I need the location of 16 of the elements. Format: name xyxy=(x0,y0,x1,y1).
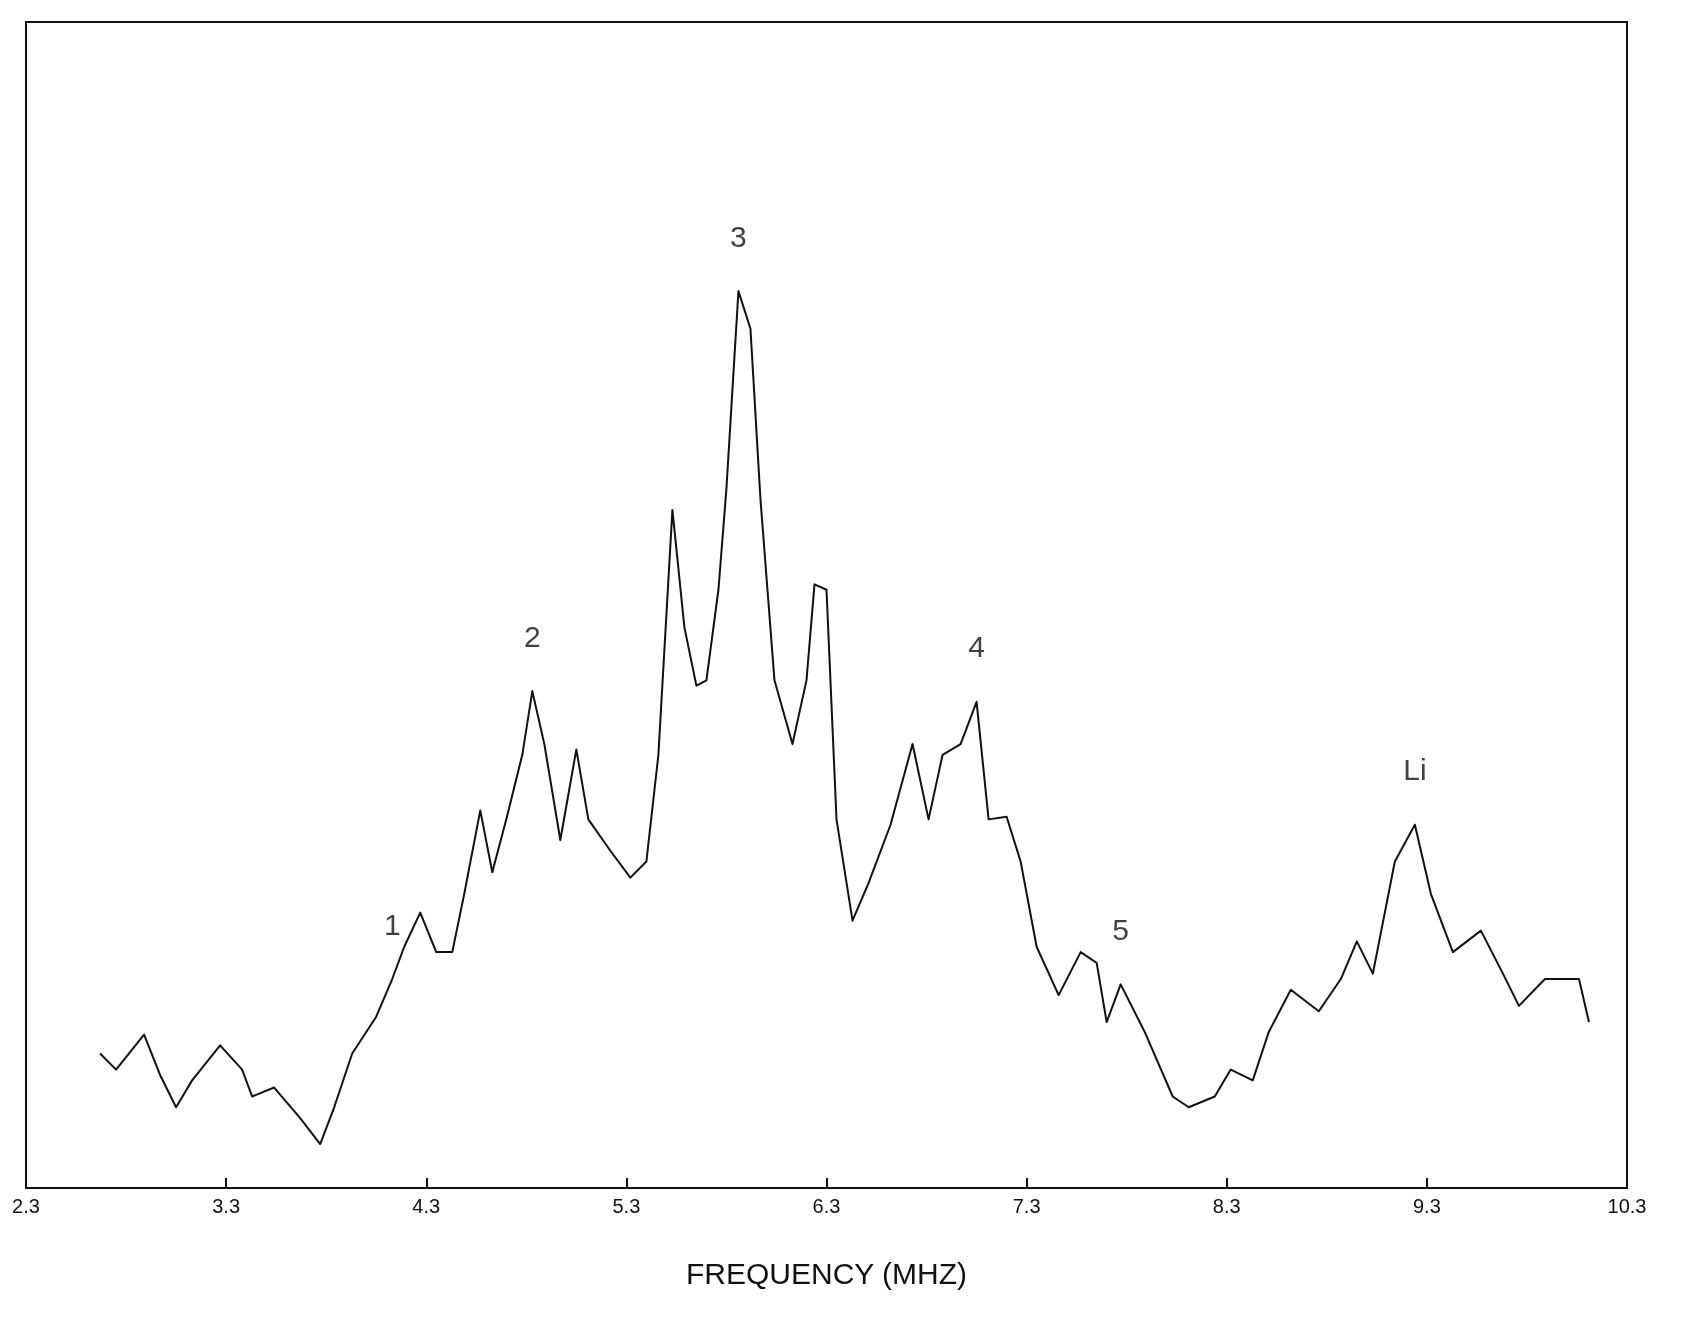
annotation: Li xyxy=(1403,753,1427,787)
x-axis-title: FREQUENCY (MHZ) xyxy=(685,1256,968,1290)
x-tick-label: 6.3 xyxy=(812,1195,841,1217)
annotation: 1 xyxy=(383,907,401,941)
x-tick-label: 10.3 xyxy=(1607,1195,1647,1217)
x-tick-label: 4.3 xyxy=(412,1195,441,1217)
x-tick-label: 2.3 xyxy=(12,1195,40,1217)
x-tick-label: 7.3 xyxy=(1012,1195,1041,1217)
annotation: 4 xyxy=(968,630,985,664)
x-tick-label: 3.3 xyxy=(212,1195,241,1217)
x-tick-label: 5.3 xyxy=(612,1195,641,1217)
annotation: 5 xyxy=(1112,912,1130,946)
x-tick-label: 9.3 xyxy=(1412,1195,1441,1217)
x-tick-label: 8.3 xyxy=(1212,1195,1241,1217)
annotation: 3 xyxy=(730,219,747,253)
annotation: 2 xyxy=(523,619,541,653)
